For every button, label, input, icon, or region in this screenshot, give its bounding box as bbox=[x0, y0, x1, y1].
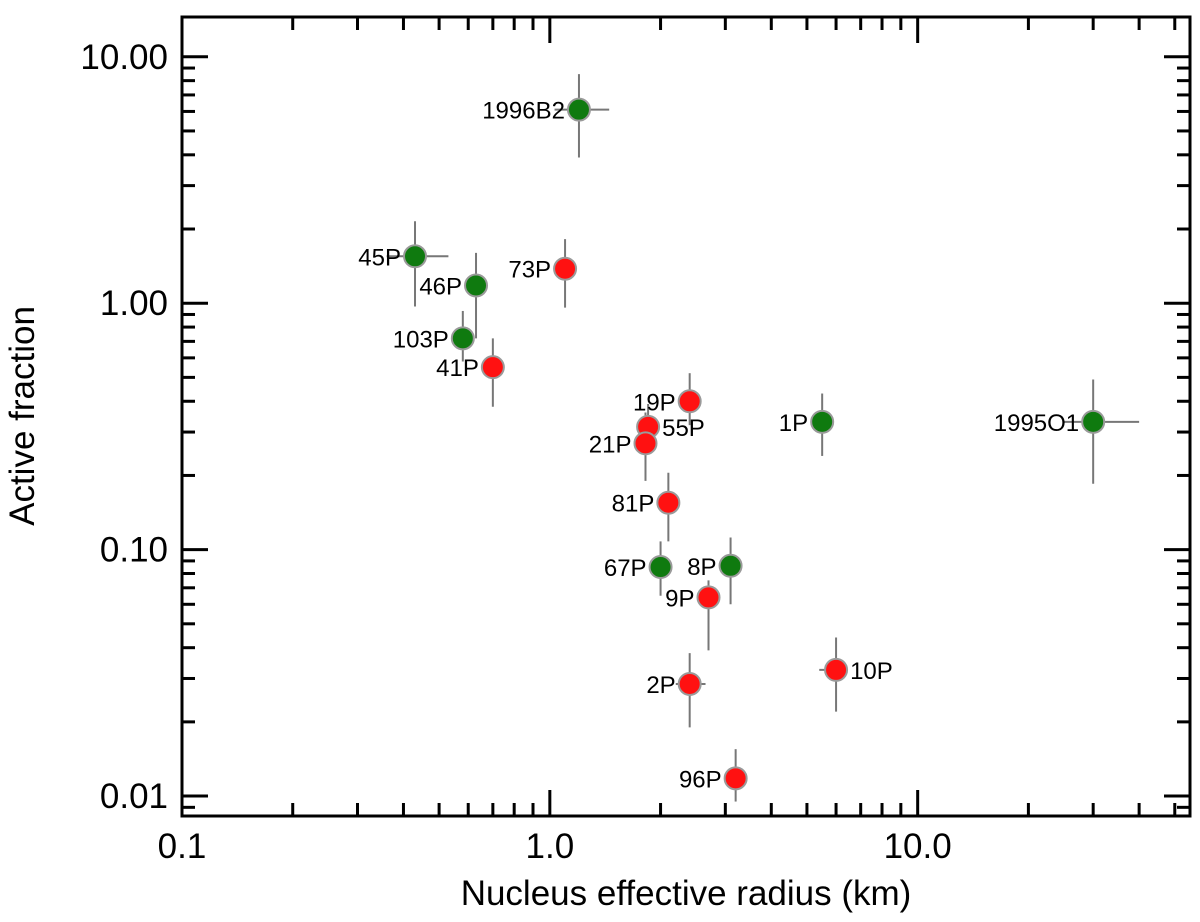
data-point bbox=[810, 409, 835, 434]
plot-frame bbox=[180, 15, 1192, 818]
x-axis-title: Nucleus effective radius (km) bbox=[461, 874, 912, 913]
data-point bbox=[696, 585, 721, 610]
data-point bbox=[718, 553, 743, 578]
point-label: 46P bbox=[419, 273, 462, 300]
point-label: 41P bbox=[436, 355, 479, 382]
data-point bbox=[633, 431, 658, 456]
data-point bbox=[450, 326, 475, 351]
data-point bbox=[677, 389, 702, 414]
y-tick-label: 0.10 bbox=[100, 531, 168, 570]
point-label: 96P bbox=[679, 766, 722, 793]
data-point bbox=[723, 766, 748, 791]
tick-labels: 0.1 1.0 10.0 0.01 0.10 1.00 10.00 bbox=[80, 38, 951, 866]
point-label: 45P bbox=[358, 244, 401, 271]
data-point bbox=[480, 355, 505, 380]
point-label: 73P bbox=[508, 257, 551, 284]
point-label: 55P bbox=[662, 415, 705, 442]
data-point bbox=[566, 97, 591, 122]
data-point bbox=[648, 555, 673, 580]
error-bars bbox=[386, 74, 1140, 802]
data-point bbox=[403, 244, 428, 269]
data-point bbox=[824, 657, 849, 682]
x-tick-label: 1.0 bbox=[526, 827, 575, 866]
point-label: 19P bbox=[633, 389, 676, 416]
point-label: 67P bbox=[604, 555, 647, 582]
data-point bbox=[656, 490, 681, 515]
point-label: 10P bbox=[850, 658, 893, 685]
point-label: 1995O1 bbox=[994, 410, 1079, 437]
data-point bbox=[464, 273, 489, 298]
point-label: 2P bbox=[646, 672, 675, 699]
y-tick-label: 0.01 bbox=[100, 777, 168, 816]
point-label: 103P bbox=[393, 326, 449, 353]
data-point bbox=[553, 256, 578, 281]
x-tick-label: 10.0 bbox=[884, 827, 952, 866]
point-label: 1996B2 bbox=[482, 98, 565, 125]
point-label: 1P bbox=[779, 410, 808, 437]
data-point bbox=[677, 671, 702, 696]
data-point bbox=[1081, 409, 1106, 434]
y-tick-label: 1.00 bbox=[100, 284, 168, 323]
data-markers bbox=[403, 97, 1106, 791]
point-label: 21P bbox=[589, 431, 632, 458]
point-label: 8P bbox=[687, 554, 716, 581]
point-label: 81P bbox=[612, 491, 655, 518]
point-label: 9P bbox=[665, 585, 694, 612]
minor-ticks bbox=[182, 17, 1190, 816]
y-axis-title: Active fraction bbox=[3, 306, 42, 526]
y-tick-label: 10.00 bbox=[80, 38, 168, 77]
x-tick-label: 0.1 bbox=[158, 827, 207, 866]
